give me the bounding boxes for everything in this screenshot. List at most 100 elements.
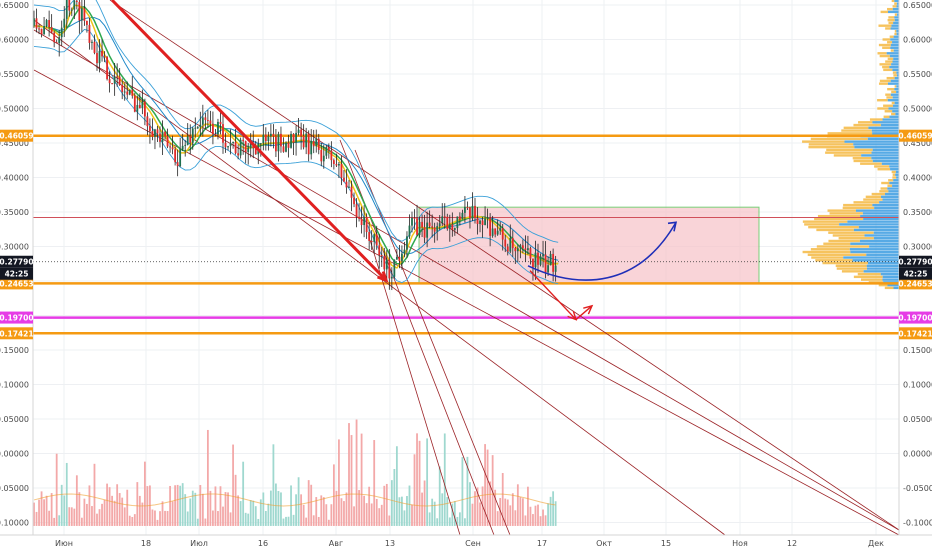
profile-bar-buy: [894, 101, 899, 105]
candle-body: [390, 276, 393, 279]
volume-bar: [332, 464, 335, 526]
candle-body: [501, 228, 504, 240]
profile-bar-sell: [852, 156, 872, 160]
volume-bar: [277, 490, 280, 526]
volume-bar: [320, 495, 323, 526]
profile-bar-buy: [892, 104, 899, 107]
forecast-down-arrow: [529, 270, 577, 321]
volume-bar: [373, 440, 376, 526]
profile-bar-sell: [863, 198, 883, 201]
channel-line: [354, 149, 511, 536]
candle-body: [269, 133, 272, 137]
y-tick-label-left: 0.15000: [0, 346, 29, 355]
candle-body: [542, 254, 544, 257]
profile-bar-buy: [896, 85, 899, 88]
volume-bar: [315, 497, 318, 526]
profile-bar-sell: [857, 272, 881, 276]
level-badge-left-box: [0, 129, 33, 142]
y-tick-label-left: 0.10000: [0, 381, 29, 390]
profile-bar-buy: [892, 184, 899, 187]
profile-bar-sell: [877, 99, 888, 102]
candle-body: [121, 84, 124, 92]
level-badge-left-text: 0.46059: [0, 132, 34, 141]
volume-bar: [411, 504, 413, 526]
profile-bar-sell: [885, 27, 891, 30]
profile-bar-buy: [872, 203, 899, 207]
profile-bar-sell: [814, 217, 864, 221]
profile-bar-buy: [895, 173, 899, 176]
price-badge-left: 0.27790: [0, 255, 34, 268]
volume-bar: [282, 518, 285, 526]
volume-bar: [217, 511, 219, 526]
profile-bar-buy: [854, 145, 899, 149]
candle-body: [529, 248, 532, 259]
candle-body: [70, 9, 73, 11]
candle-body: [68, 0, 71, 11]
volume-bar: [348, 423, 350, 526]
profile-bar-buy: [844, 140, 899, 143]
profile-bar-buy: [897, 13, 899, 16]
volume-bar: [355, 419, 358, 526]
y-tick-label-right: 0.40000: [903, 174, 932, 183]
y-tick-label-right: 0.00000: [903, 450, 932, 459]
volume-bar: [398, 497, 401, 526]
volume-bar: [275, 483, 277, 526]
candle-body: [458, 216, 461, 220]
level-badge-left-box: [0, 277, 33, 290]
candle-body: [370, 240, 373, 243]
candle-body: [227, 146, 229, 148]
candle-body: [320, 149, 323, 162]
candle-body: [229, 142, 232, 147]
volume-bar: [96, 513, 98, 526]
volume-bar: [191, 490, 194, 526]
volume-bar: [403, 510, 406, 526]
volume-bar: [156, 519, 159, 526]
profile-bar-buy: [893, 57, 899, 61]
volume-bar: [456, 516, 459, 526]
profile-bar-sell: [877, 168, 891, 171]
candle-body: [156, 129, 159, 134]
candle-body: [33, 18, 35, 26]
candle-body: [78, 1, 81, 21]
x-axis[interactable]: Июн 18 Июл 16 Авг 13 Сен 17 Окт 15 Ноя 12 Дек: [0, 534, 932, 550]
profile-bar-sell: [891, 170, 896, 174]
volume-bar: [38, 499, 40, 526]
candle-body: [292, 133, 295, 143]
y-tick-label-left: 0.30000: [0, 243, 29, 252]
y-tick-label-left: 0.00000: [0, 450, 29, 459]
profile-bar-buy: [872, 159, 899, 163]
profile-bar-sell: [888, 179, 894, 182]
candle-body: [300, 129, 303, 136]
profile-bar-buy: [874, 206, 899, 210]
downtrend-arrow: [110, 0, 388, 282]
profile-bar-sell: [828, 239, 860, 243]
candle-body: [368, 232, 371, 241]
volume-bar: [426, 438, 429, 526]
volume-bar: [358, 490, 360, 526]
volume-bar: [237, 495, 240, 526]
candle-body: [421, 221, 423, 228]
volume-bar: [350, 435, 353, 526]
profile-bar-buy: [891, 24, 899, 27]
candle-body: [264, 134, 267, 142]
volume-bar: [519, 497, 522, 526]
profile-bar-buy: [896, 71, 899, 74]
profile-bar-sell: [879, 79, 891, 83]
profile-bar-sell: [887, 7, 893, 11]
candle-body: [350, 186, 353, 198]
volume-bar: [305, 517, 308, 526]
volume-bar: [214, 486, 217, 526]
profile-bar-sell: [842, 206, 875, 210]
candle-body: [290, 133, 292, 148]
y-tick-label-right: 0.05000: [903, 415, 932, 424]
volume-bar: [272, 444, 275, 526]
candle-body: [88, 24, 91, 43]
y-tick-label-right: 0.65000: [903, 1, 932, 10]
volume-bar: [269, 490, 272, 526]
profile-bar-buy: [866, 267, 899, 270]
volume-bar: [421, 492, 423, 526]
profile-bar-buy: [855, 209, 899, 212]
candle-body: [224, 142, 227, 148]
